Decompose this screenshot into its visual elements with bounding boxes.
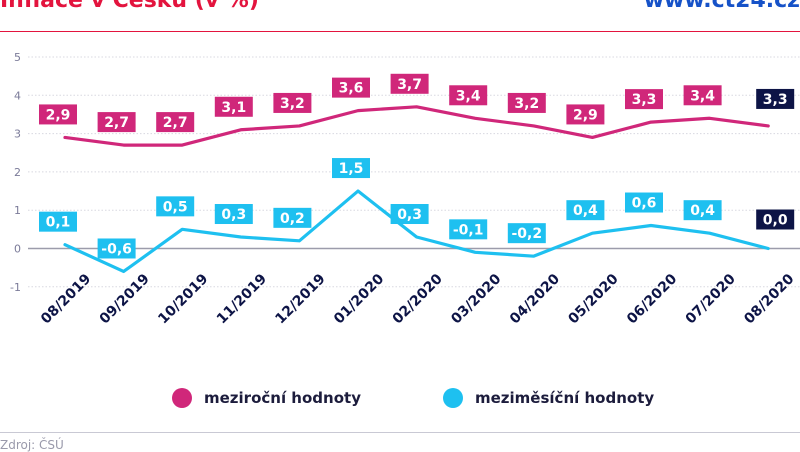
yoy-data-label: 2,7 xyxy=(163,115,188,131)
mom-label-box xyxy=(683,200,722,221)
yoy-label-box xyxy=(214,96,253,117)
yoy-label-box xyxy=(97,112,136,133)
mom-data-label: -0,1 xyxy=(453,222,484,238)
x-tick-label: 10/2019 xyxy=(155,271,211,327)
yoy-label-box xyxy=(390,73,429,94)
site-link[interactable]: www.ct24.cz xyxy=(643,0,800,13)
mom-data-label: 0,4 xyxy=(690,203,715,219)
yoy-data-label: 3,3 xyxy=(763,92,788,108)
mom-label-box xyxy=(756,209,795,230)
yoy-label-box xyxy=(156,112,195,133)
legend-yoy: meziroční hodnoty xyxy=(172,388,361,408)
mom-label-box xyxy=(390,204,429,225)
mom-data-label: 0,3 xyxy=(221,207,246,223)
mom-data-label: 0,3 xyxy=(397,207,422,223)
mom-label-box xyxy=(97,238,136,259)
chart-title: Inflace v Česku (v %) xyxy=(0,0,259,13)
mom-data-label: -0,2 xyxy=(511,226,542,242)
x-tick-label: 02/2020 xyxy=(390,271,446,327)
legend-mom-marker xyxy=(443,388,463,408)
mom-label-box xyxy=(273,207,312,228)
yoy-label-box xyxy=(273,92,312,113)
yoy-label-box xyxy=(625,89,663,110)
yoy-data-label: 3,1 xyxy=(221,100,246,116)
y-tick-label: 3 xyxy=(14,128,21,141)
inflation-chart: -1 0 1 2 3 4 5 08/2019 09/2019 10/2019 11/2019 12/2… xyxy=(10,51,800,327)
mom-label-box xyxy=(449,219,488,240)
mom-label-box xyxy=(507,223,546,244)
mom-label-box xyxy=(566,200,605,221)
x-tick-label: 03/2020 xyxy=(448,271,504,327)
legend-mom-label: meziměsíční hodnoty xyxy=(475,389,655,407)
mom-data-label: -0,6 xyxy=(101,241,132,257)
legend-yoy-label: meziroční hodnoty xyxy=(204,389,361,407)
mom-data-label: 0,4 xyxy=(573,203,598,219)
yoy-label-box xyxy=(39,104,77,125)
header-divider xyxy=(0,31,800,32)
legend-mom: meziměsíční hodnoty xyxy=(443,388,654,408)
yoy-label-box xyxy=(566,104,605,125)
x-tick-label: 07/2020 xyxy=(683,271,739,327)
yoy-data-label: 3,4 xyxy=(690,88,715,104)
yoy-data-label: 3,3 xyxy=(632,92,657,108)
y-tick-label: -1 xyxy=(10,281,21,294)
legend-yoy-marker xyxy=(172,388,192,408)
x-tick-label: 09/2019 xyxy=(97,271,153,327)
yoy-data-label: 3,2 xyxy=(280,96,305,112)
yoy-label-box xyxy=(507,92,546,113)
x-tick-label: 06/2020 xyxy=(624,271,680,327)
mom-data-label: 1,5 xyxy=(339,161,364,177)
yoy-data-label: 3,4 xyxy=(456,88,481,104)
yoy-data-label: 2,7 xyxy=(104,115,129,131)
mom-data-label: 0,2 xyxy=(280,211,305,227)
mom-label-box xyxy=(39,211,77,232)
mom-label-box xyxy=(214,204,253,225)
mom-label-box xyxy=(332,158,370,179)
yoy-label-box xyxy=(683,85,722,106)
y-tick-label: 0 xyxy=(14,243,21,256)
yoy-label-box xyxy=(449,85,488,106)
mom-label-box xyxy=(625,192,663,213)
yoy-series-line xyxy=(63,105,770,147)
y-tick-label: 1 xyxy=(14,204,21,217)
x-tick-label: 04/2020 xyxy=(507,271,563,327)
yoy-data-label: 2,9 xyxy=(573,107,598,123)
x-tick-label: 08/2019 xyxy=(38,271,94,327)
source-note: Zdroj: ČSÚ xyxy=(0,438,64,452)
y-tick-label: 4 xyxy=(14,89,21,102)
mom-series-line xyxy=(63,189,770,274)
x-tick-label: 11/2019 xyxy=(214,271,270,327)
x-tick-label: 05/2020 xyxy=(565,271,621,327)
yoy-label-box xyxy=(756,88,795,109)
y-tick-label: 2 xyxy=(14,166,21,179)
yoy-data-label: 3,6 xyxy=(339,81,364,97)
mom-data-label: 0,6 xyxy=(632,196,657,212)
x-tick-label: 08/2020 xyxy=(741,271,797,327)
mom-data-label: 0,0 xyxy=(763,213,788,229)
x-tick-label: 12/2019 xyxy=(272,271,328,327)
mom-label-box xyxy=(156,196,195,217)
footer-divider xyxy=(0,432,800,433)
mom-data-label: 0,1 xyxy=(46,215,71,231)
mom-data-label: 0,5 xyxy=(163,199,188,215)
yoy-data-label: 3,2 xyxy=(514,96,539,112)
yoy-data-label: 2,9 xyxy=(46,107,71,123)
y-tick-label: 5 xyxy=(14,51,21,64)
x-tick-label: 01/2020 xyxy=(331,271,387,327)
yoy-data-label: 3,7 xyxy=(397,77,422,93)
yoy-label-box xyxy=(332,77,370,98)
